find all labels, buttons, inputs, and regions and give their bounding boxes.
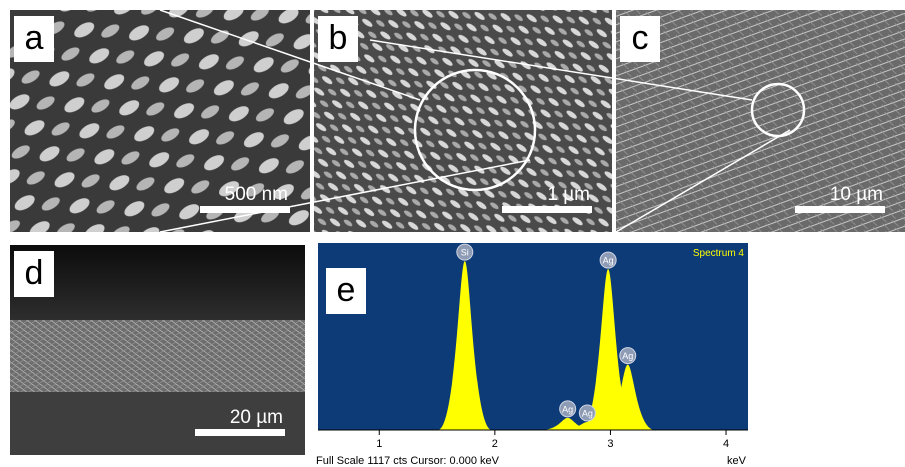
scale-bar: [195, 429, 285, 436]
sem-film: [10, 320, 305, 392]
peak-label: Ag: [562, 404, 573, 414]
x-tick-label: 1: [376, 438, 382, 450]
scale-bar-label: 20 µm: [230, 407, 283, 428]
x-tick-label: 3: [607, 438, 613, 450]
scale-bar-label: 10 µm: [830, 184, 883, 205]
scale-bar-label: 1 µm: [547, 184, 590, 205]
peak-label: Ag: [603, 256, 614, 266]
panel-label: e: [337, 271, 356, 309]
page: a 500 nm b 1 µm c 10 µm d 20 µm Spectrum 4 Si Ag Ag…: [0, 0, 905, 467]
axis-area: [318, 430, 748, 455]
figure: a 500 nm b 1 µm c 10 µm d 20 µm Spectrum 4 Si Ag Ag…: [0, 0, 905, 467]
peak-label: Si: [461, 248, 469, 258]
panel-label: c: [632, 19, 649, 57]
status-line: Full Scale 1117 cts Cursor: 0.000 keV: [316, 455, 500, 467]
panel-label: b: [329, 19, 348, 57]
x-tick-label: 4: [723, 438, 729, 450]
scale-bar-label: 500 nm: [225, 184, 288, 205]
scale-bar: [502, 206, 592, 213]
peak-label: Ag: [582, 408, 593, 418]
x-tick-label: 2: [492, 438, 498, 450]
x-unit: keV: [727, 455, 747, 467]
peak-label: Ag: [622, 351, 633, 361]
spectrum-title: Spectrum 4: [693, 248, 745, 259]
panel-label: d: [25, 254, 44, 292]
scale-bar: [795, 206, 885, 213]
spectrum-background: [318, 243, 748, 430]
panel-label: a: [25, 19, 44, 57]
scale-bar: [200, 206, 290, 213]
